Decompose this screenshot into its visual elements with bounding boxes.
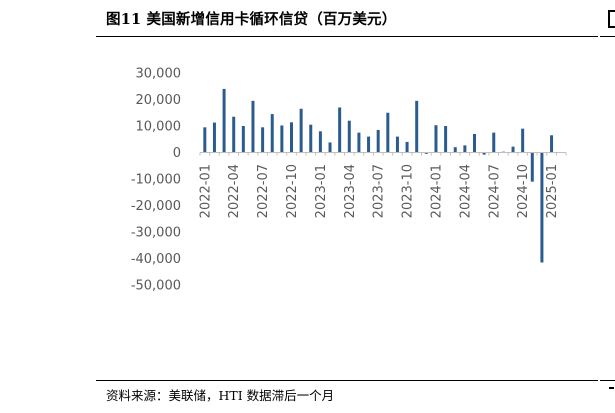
bar-2022-02 — [212, 122, 216, 153]
adjacent-figure-header — [600, 0, 615, 37]
y-tick-label: -40,000 — [131, 252, 181, 267]
x-tick-label: 2023-10 — [401, 164, 416, 218]
y-axis: 30,000 20,000 10,000 0 -10,000 -20,000 -30,000… — [131, 67, 181, 294]
x-tick-label: 2024-10 — [516, 164, 531, 218]
bar-2025-01 — [550, 135, 554, 153]
y-tick-label: 0 — [173, 146, 181, 161]
bar-2022-03 — [222, 88, 226, 153]
bar-2022-04 — [232, 116, 236, 153]
bar-2024-12 — [540, 152, 544, 263]
figure-footer: 资料来源：美联储，HTI 数据滞后一个月 — [96, 380, 598, 413]
bar-2024-03 — [453, 147, 457, 153]
credit-card-revolving-credit-chart: 30,000 20,000 10,000 0 -10,000 -20,000 -30,000… — [131, 67, 567, 294]
bar-2023-02 — [328, 142, 332, 153]
x-tick-label: 2024-01 — [429, 164, 444, 218]
x-tick-label: 2024-04 — [458, 164, 473, 218]
x-tick-label: 2025-01 — [545, 164, 560, 218]
y-tick-label: 20,000 — [136, 93, 182, 108]
bar-2024-01 — [434, 125, 438, 153]
bar-2022-08 — [270, 114, 274, 153]
bar-2023-09 — [395, 136, 399, 153]
bar-2022-09 — [280, 125, 284, 153]
bar-2023-05 — [357, 132, 361, 153]
bar-2022-10 — [290, 122, 293, 153]
bar-2023-03 — [338, 107, 342, 153]
bar-2023-04 — [347, 120, 351, 153]
bar-2022-07 — [261, 127, 265, 153]
bar-2022-11 — [299, 108, 303, 153]
x-axis-baseline — [199, 152, 567, 156]
bar-2023-07 — [376, 129, 380, 153]
y-tick-label: 30,000 — [136, 67, 182, 82]
bar-2024-10 — [521, 128, 525, 153]
bar-2023-08 — [386, 112, 390, 153]
bar-2023-01 — [318, 131, 322, 153]
bar-2022-01 — [203, 127, 207, 153]
bar-2023-06 — [367, 136, 371, 153]
figure-header: 图11 美国新增信用卡循环信贷（百万美元） — [96, 0, 598, 37]
x-tick-label: 2023-01 — [314, 164, 329, 218]
bar-2024-11 — [530, 152, 534, 182]
y-tick-label: -10,000 — [131, 173, 181, 188]
bar-2024-07 — [492, 132, 496, 153]
x-tick-label: 2023-04 — [343, 164, 358, 218]
x-tick-label: 2024-07 — [487, 164, 502, 218]
x-axis: 2022-01 2022-04 2022-07 2022-10 2023-01 2023-… — [198, 164, 560, 218]
y-tick-label: -20,000 — [131, 199, 181, 214]
bar-2022-05 — [241, 126, 245, 153]
bar-2024-06 — [482, 152, 486, 155]
bar-2023-10 — [405, 141, 409, 153]
bar-2024-02 — [444, 126, 448, 153]
cropped-glyph-icon — [608, 10, 615, 28]
bar-2023-12 — [424, 152, 428, 154]
bar-2023-11 — [415, 100, 419, 153]
bar-2024-05 — [473, 133, 476, 153]
cropped-glyph-icon — [609, 387, 614, 389]
x-tick-label: 2022-07 — [256, 164, 271, 218]
y-tick-label: -50,000 — [131, 279, 181, 294]
x-tick-label: 2022-04 — [227, 164, 242, 218]
bar-2024-04 — [463, 145, 467, 153]
bar-2024-09 — [511, 146, 515, 153]
adjacent-figure-footer — [600, 380, 615, 413]
y-tick-label: -30,000 — [131, 226, 181, 241]
bar-2022-06 — [251, 100, 255, 153]
y-tick-label: 10,000 — [136, 120, 182, 135]
x-tick-label: 2022-10 — [285, 164, 300, 218]
bar-series — [203, 88, 554, 263]
figure-title: 图11 美国新增信用卡循环信贷（百万美元） — [106, 11, 397, 28]
x-tick-label: 2023-07 — [372, 164, 387, 218]
x-tick-label: 2022-01 — [198, 164, 213, 218]
figure-source-note: 资料来源：美联储，HTI 数据滞后一个月 — [106, 388, 335, 403]
bar-2022-12 — [309, 124, 313, 153]
